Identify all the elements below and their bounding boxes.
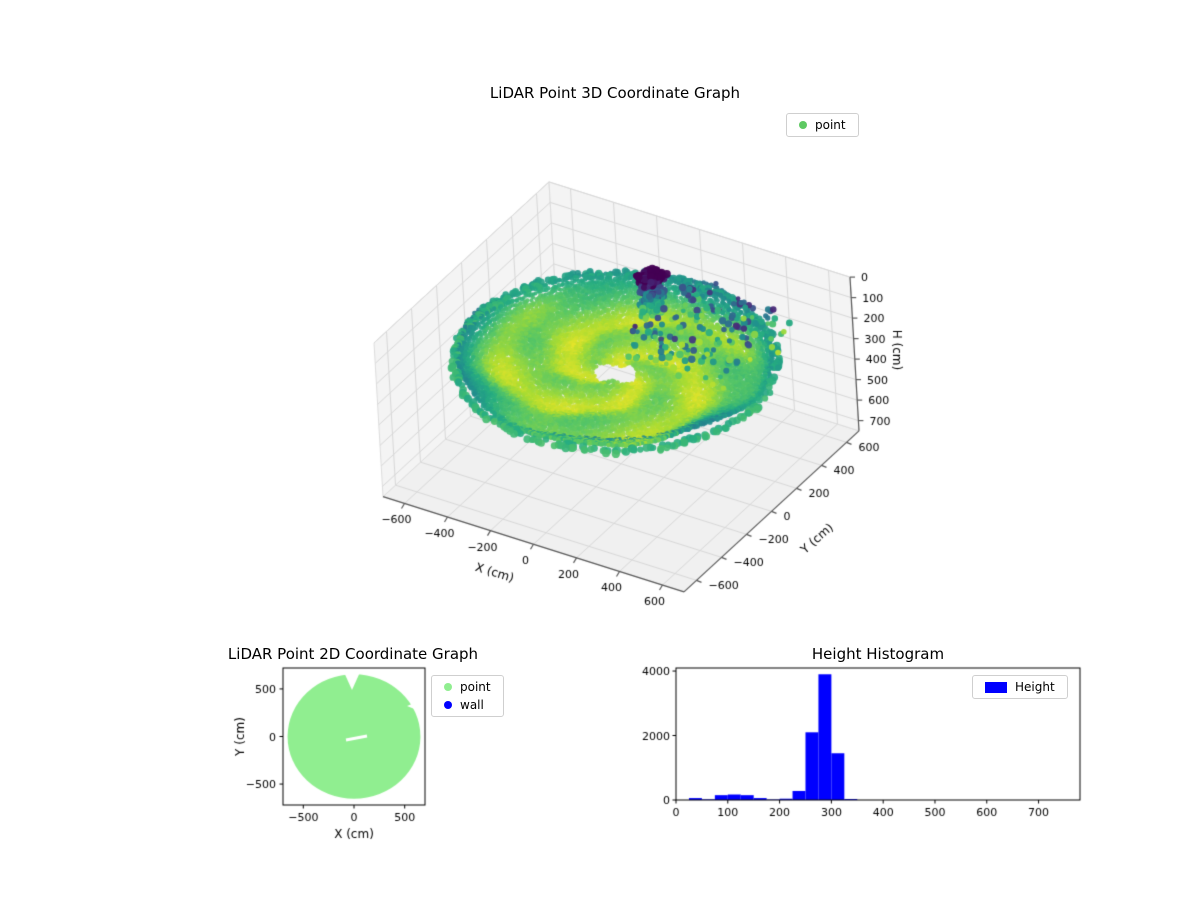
plot3d-legend: point — [786, 113, 859, 137]
plot3d-title: LiDAR Point 3D Coordinate Graph — [489, 84, 741, 102]
plot2d-title: LiDAR Point 2D Coordinate Graph — [227, 645, 479, 663]
histogram-legend: Height — [972, 675, 1068, 699]
wall-marker-icon — [444, 701, 452, 709]
legend-label-point3d: point — [815, 118, 846, 132]
legend-label-height: Height — [1015, 680, 1055, 694]
legend-item-point3d: point — [799, 118, 846, 132]
legend-label-wall: wall — [460, 698, 484, 712]
legend-item-height: Height — [985, 680, 1055, 694]
legend-item-wall: wall — [444, 698, 491, 712]
plot3d-canvas — [330, 140, 950, 640]
point-marker-icon — [799, 121, 807, 129]
point-marker-icon — [444, 683, 452, 691]
plot2d-legend: point wall — [431, 675, 504, 717]
legend-label-point2d: point — [460, 680, 491, 694]
height-marker-icon — [985, 681, 1007, 693]
legend-item-point2d: point — [444, 680, 491, 694]
